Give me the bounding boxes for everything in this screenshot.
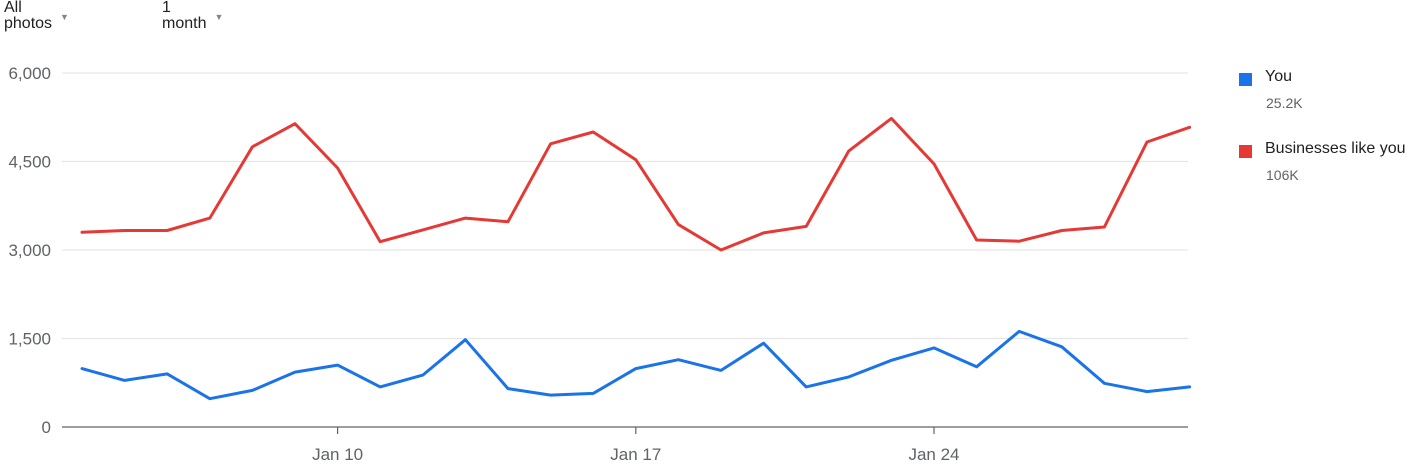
legend-label-you: You (1265, 68, 1292, 85)
photo-type-dropdown[interactable]: All photos ▼ (4, 0, 69, 32)
x-tick-label: Jan 17 (610, 445, 661, 464)
y-tick-label: 3,000 (8, 241, 51, 260)
y-tick-label: 0 (42, 418, 51, 437)
time-range-label: 1 month (162, 0, 207, 32)
x-tick-label: Jan 10 (312, 445, 363, 464)
chevron-down-icon: ▼ (214, 12, 224, 22)
y-tick-label: 4,500 (8, 153, 51, 172)
legend-swatch-you (1239, 73, 1252, 86)
series-line-businesses-like-you (80, 116, 1192, 252)
x-tick-label: Jan 24 (908, 445, 959, 464)
legend-swatch-businesses (1239, 145, 1252, 158)
time-range-dropdown[interactable]: 1 month ▼ (162, 0, 223, 32)
photo-type-label: All photos (4, 0, 53, 32)
y-tick-label: 6,000 (8, 64, 51, 83)
y-tick-label: 1,500 (8, 330, 51, 349)
legend-label-businesses: Businesses like you (1265, 140, 1406, 157)
series-line-you (80, 329, 1192, 401)
legend-value-you: 25.2K (1266, 95, 1303, 111)
legend-value-businesses: 106K (1266, 167, 1299, 183)
chevron-down-icon: ▼ (60, 12, 69, 22)
